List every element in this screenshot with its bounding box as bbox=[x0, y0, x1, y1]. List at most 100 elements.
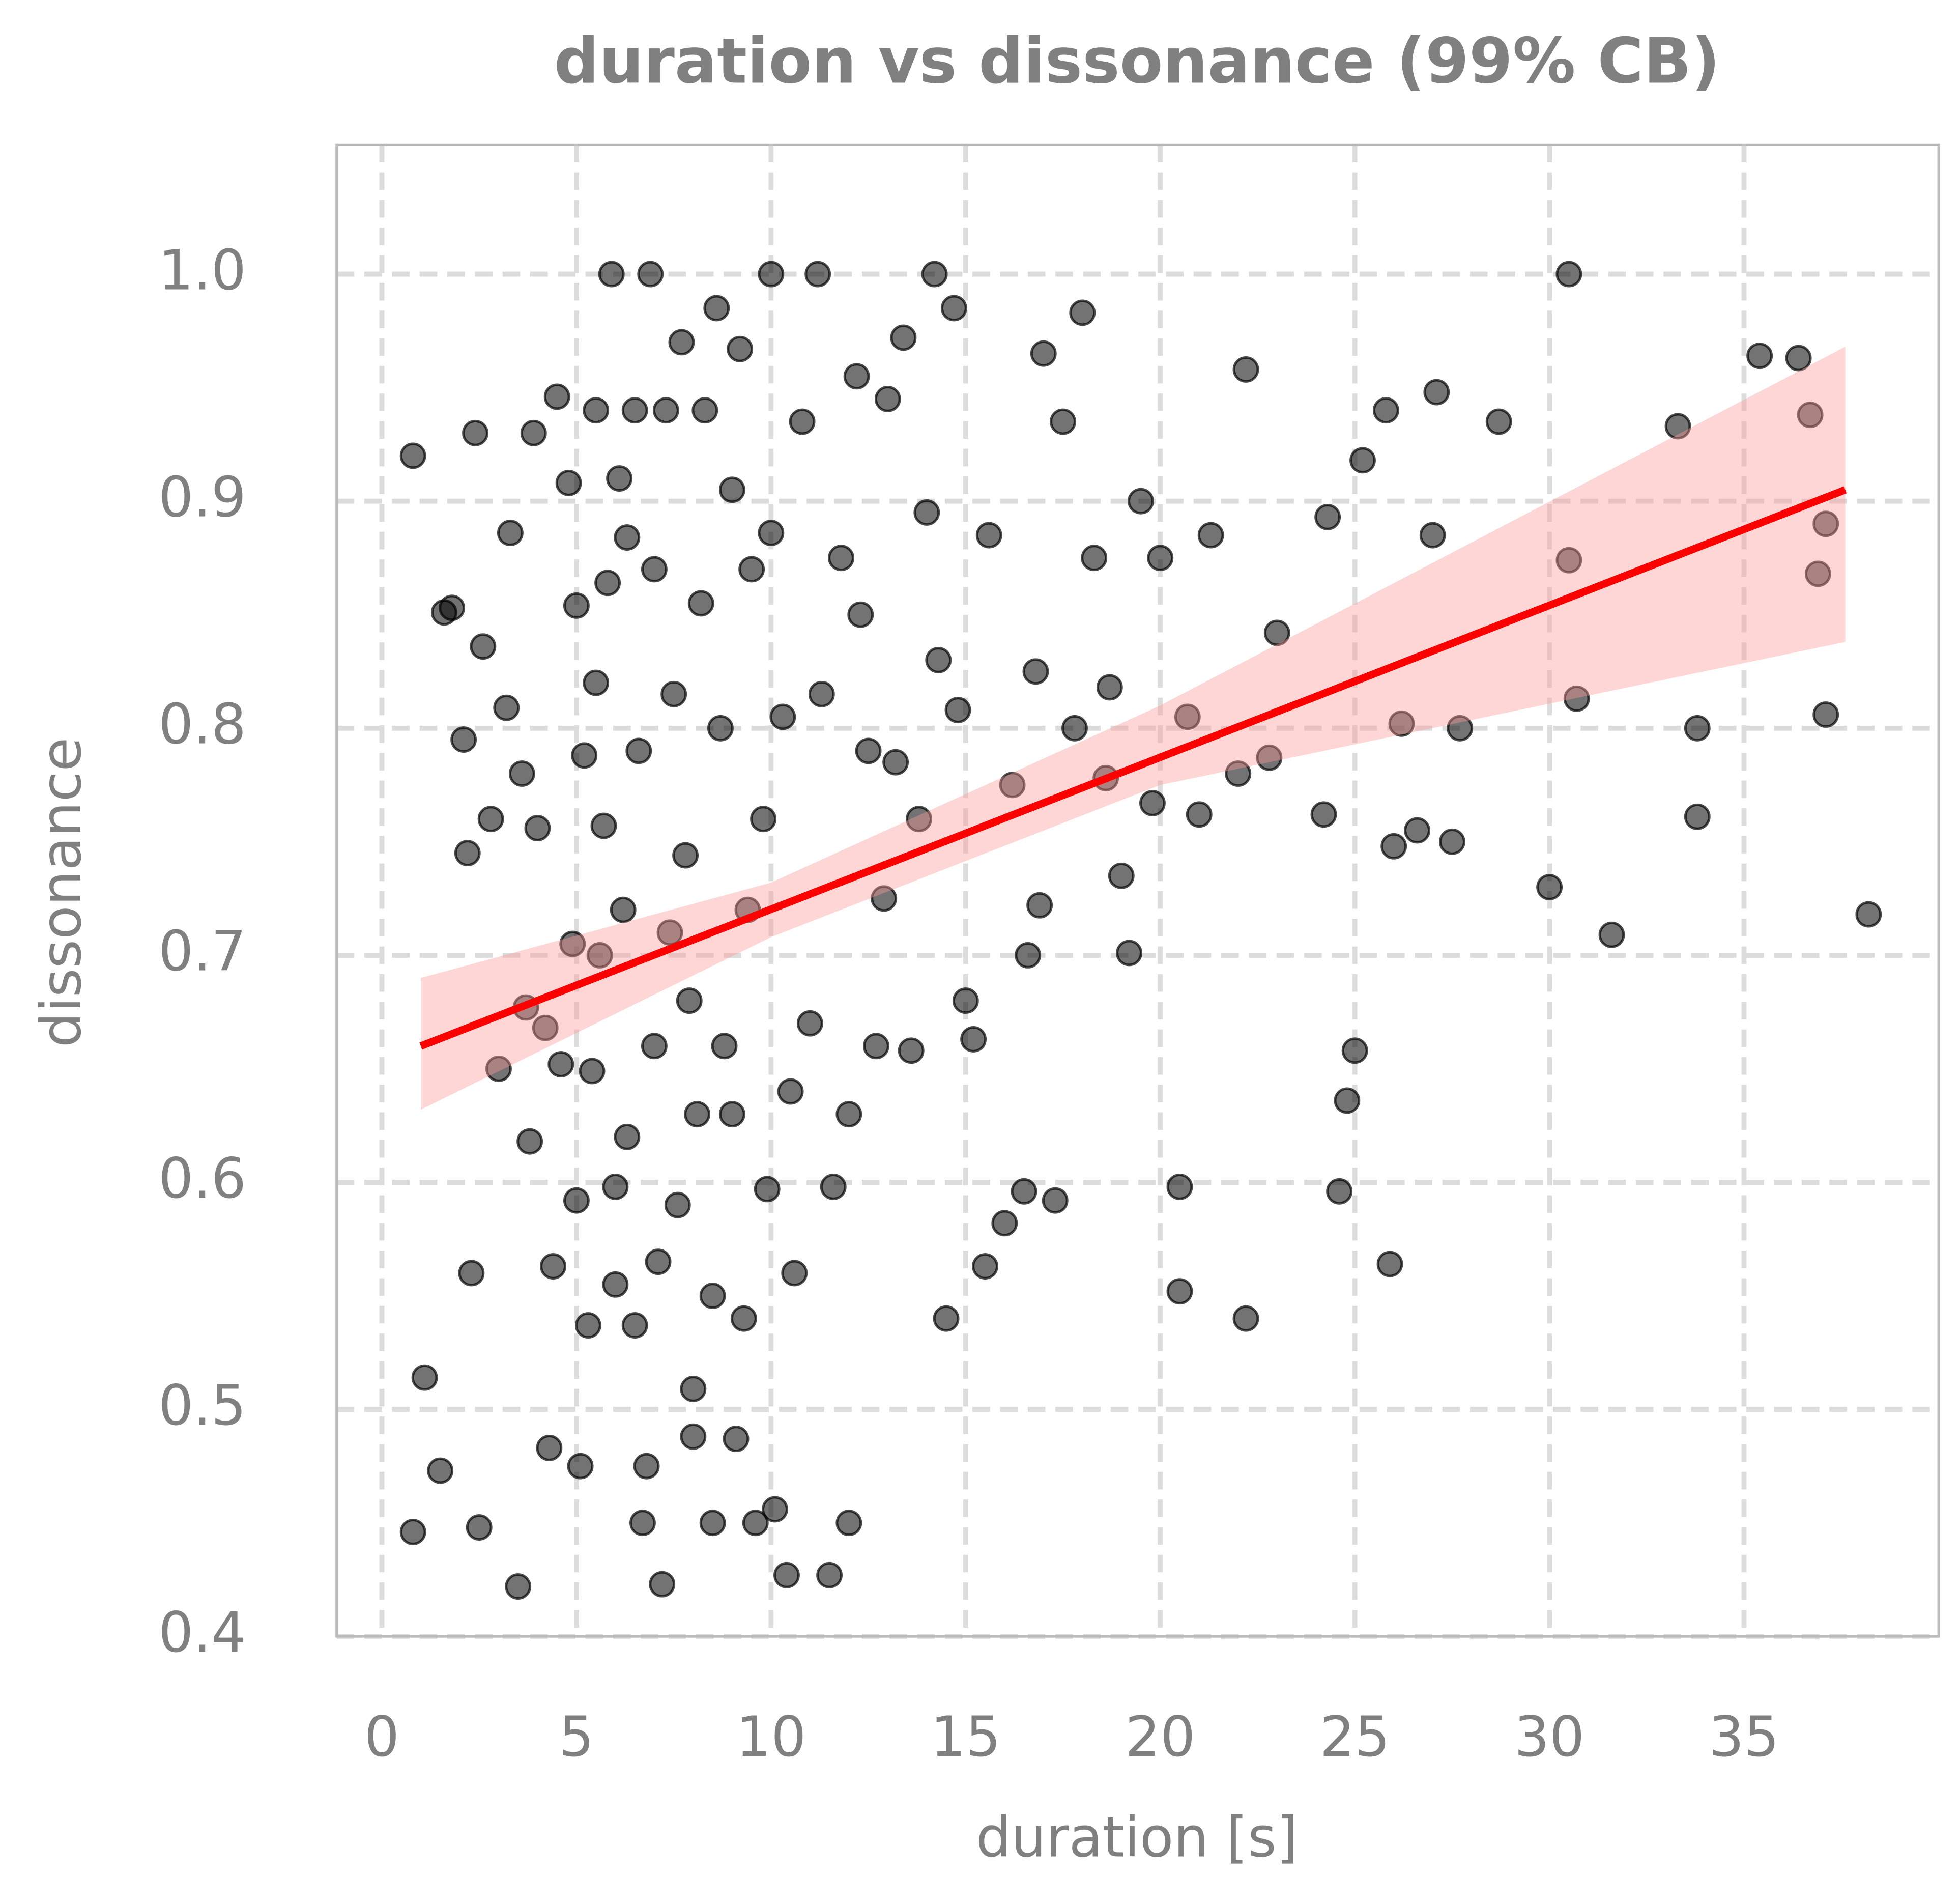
point bbox=[1485, 408, 1512, 435]
point bbox=[847, 601, 874, 628]
point bbox=[680, 1423, 707, 1450]
point bbox=[1186, 801, 1213, 828]
x-tick-label: 35 bbox=[1709, 1705, 1779, 1769]
point bbox=[828, 545, 854, 572]
point bbox=[718, 476, 745, 503]
point bbox=[1310, 801, 1337, 828]
point bbox=[718, 1101, 745, 1128]
point bbox=[723, 1426, 750, 1453]
point bbox=[536, 1435, 563, 1461]
point bbox=[1334, 1087, 1361, 1114]
point bbox=[633, 1453, 660, 1480]
point bbox=[1341, 1037, 1368, 1064]
point bbox=[524, 815, 551, 841]
point bbox=[781, 1260, 808, 1287]
point bbox=[559, 930, 586, 957]
point bbox=[940, 295, 967, 322]
point bbox=[882, 749, 909, 776]
point bbox=[1372, 397, 1399, 424]
point bbox=[944, 697, 971, 724]
point bbox=[1326, 1178, 1353, 1205]
point bbox=[1139, 790, 1166, 816]
x-tick-label: 20 bbox=[1125, 1705, 1195, 1769]
point bbox=[664, 1191, 691, 1218]
point bbox=[1108, 862, 1135, 889]
point bbox=[738, 556, 765, 583]
point bbox=[727, 335, 754, 362]
point bbox=[547, 1051, 574, 1077]
point bbox=[567, 1453, 594, 1480]
point bbox=[691, 397, 718, 424]
point bbox=[586, 942, 613, 969]
point bbox=[477, 806, 504, 833]
point bbox=[660, 680, 687, 707]
point bbox=[1015, 942, 1042, 969]
point bbox=[1069, 299, 1096, 326]
point bbox=[742, 1510, 769, 1537]
point bbox=[427, 1457, 454, 1484]
x-tick-label: 10 bbox=[736, 1705, 806, 1769]
point bbox=[543, 383, 570, 410]
y-tick-label: 0.9 bbox=[158, 465, 246, 529]
point bbox=[656, 919, 683, 946]
point bbox=[1349, 447, 1376, 474]
point bbox=[796, 1010, 823, 1037]
point bbox=[583, 669, 610, 696]
point bbox=[758, 520, 785, 547]
point bbox=[855, 737, 882, 764]
point bbox=[676, 987, 703, 1014]
point bbox=[399, 1519, 426, 1545]
point bbox=[571, 742, 598, 769]
point bbox=[1116, 940, 1142, 967]
point bbox=[1011, 1178, 1037, 1205]
fit bbox=[419, 347, 1847, 1110]
point bbox=[649, 1571, 676, 1598]
point bbox=[485, 1056, 512, 1082]
point bbox=[1746, 343, 1773, 370]
point bbox=[493, 694, 520, 721]
point bbox=[1423, 379, 1450, 406]
point bbox=[750, 806, 776, 833]
point bbox=[1263, 619, 1290, 646]
point bbox=[862, 1033, 889, 1060]
y-axis-label: dissonance bbox=[29, 737, 94, 1048]
point bbox=[520, 419, 547, 446]
point bbox=[614, 1123, 641, 1150]
points bbox=[399, 261, 1882, 1600]
point bbox=[972, 1253, 998, 1280]
point bbox=[789, 408, 816, 435]
point bbox=[804, 261, 831, 288]
point bbox=[625, 737, 652, 764]
x-tick-label: 0 bbox=[364, 1705, 399, 1769]
point bbox=[1314, 503, 1341, 530]
point bbox=[1404, 817, 1431, 844]
y-tick-label: 0.4 bbox=[158, 1600, 246, 1665]
point bbox=[684, 1101, 710, 1128]
point bbox=[1664, 413, 1691, 440]
point bbox=[516, 1128, 543, 1155]
point bbox=[1598, 921, 1625, 948]
point bbox=[563, 592, 590, 619]
point bbox=[1419, 522, 1446, 549]
y-tick-label: 1.0 bbox=[158, 238, 246, 302]
y-tick-label: 0.5 bbox=[158, 1373, 246, 1438]
point bbox=[574, 1312, 601, 1339]
point bbox=[641, 1033, 668, 1060]
y-tick-label: 0.8 bbox=[158, 692, 246, 757]
point bbox=[1061, 715, 1088, 742]
fit-line bbox=[419, 486, 1847, 1050]
point bbox=[399, 442, 426, 469]
point bbox=[975, 522, 1002, 549]
point bbox=[532, 1014, 559, 1041]
point bbox=[1388, 710, 1415, 737]
point bbox=[1256, 744, 1283, 771]
x-tick-label: 15 bbox=[931, 1705, 1001, 1769]
point bbox=[1166, 1173, 1193, 1200]
point bbox=[1225, 760, 1252, 787]
x-axis-label: duration [s] bbox=[976, 1805, 1298, 1869]
point bbox=[1812, 701, 1839, 728]
point bbox=[871, 885, 898, 912]
point bbox=[621, 397, 648, 424]
point bbox=[762, 1496, 788, 1523]
point bbox=[602, 1173, 629, 1200]
